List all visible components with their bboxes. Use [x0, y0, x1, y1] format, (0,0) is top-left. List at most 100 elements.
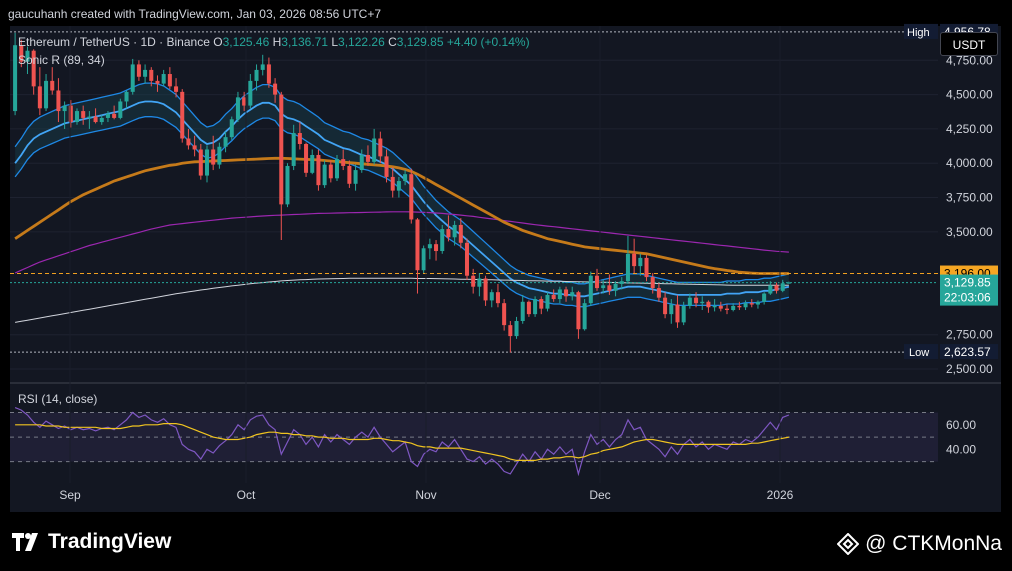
candle-body	[56, 90, 61, 112]
candle-body	[316, 154, 321, 186]
candle-body	[440, 229, 445, 252]
currency-button[interactable]: USDT	[940, 32, 998, 56]
candle-body	[545, 294, 550, 309]
low-tag-bg	[904, 344, 938, 360]
time-axis-label: Oct	[237, 488, 256, 502]
candle-body	[421, 248, 426, 271]
price-axis-label: 4,500.00	[946, 88, 993, 102]
countdown-text: 22:03:06	[944, 291, 991, 305]
candle-body	[564, 289, 569, 297]
candle-body	[25, 50, 30, 62]
candle-body	[768, 285, 773, 294]
price-axis-label: 2,750.00	[946, 328, 993, 342]
candle-body	[93, 116, 98, 123]
candle-body	[514, 321, 519, 337]
change-value: +4.40 (+0.14%)	[446, 35, 530, 49]
candle-body	[242, 97, 247, 106]
candle-body	[211, 149, 216, 165]
candle-body	[174, 86, 179, 92]
symbol-legend: Ethereum / TetherUS · 1D · Binance O3,12…	[18, 35, 530, 49]
candle-body	[570, 292, 575, 297]
low-value-text: 2,623.57	[944, 345, 991, 359]
time-axis-label: Sep	[59, 488, 81, 502]
candle-body	[180, 91, 185, 139]
sonic-indicator-label[interactable]: Sonic R (89, 34)	[18, 53, 105, 67]
price-axis-label: 3,500.00	[946, 225, 993, 239]
candle-body	[638, 257, 643, 267]
low-tag-text: Low	[909, 347, 929, 359]
candle-body	[731, 305, 736, 311]
candle-body	[99, 117, 104, 123]
last-price-tag	[940, 274, 998, 306]
candle-body	[359, 154, 364, 171]
candle-body	[452, 224, 457, 238]
author-watermark: @ CTKMonNa	[837, 532, 1002, 556]
candle-body	[743, 303, 748, 308]
candle-body	[508, 325, 513, 337]
sonic-mid-line	[14, 100, 790, 298]
ma200-line	[15, 277, 789, 323]
candle-body	[601, 285, 606, 289]
candle-body	[334, 159, 340, 179]
candle-body	[186, 138, 191, 146]
candle-body	[372, 138, 377, 162]
candle-body	[105, 113, 110, 118]
price-axis-label: 4,750.00	[946, 53, 993, 67]
candle-body	[613, 283, 618, 291]
time-axis-label: Dec	[589, 488, 610, 502]
candle-body	[130, 64, 135, 92]
candle-body	[124, 91, 129, 102]
time-axis-label: 2026	[767, 488, 794, 502]
candle-body	[204, 149, 210, 176]
candle-body	[464, 242, 470, 276]
watermark-text: @ CTKMonNa	[865, 532, 1002, 555]
symbol-name: Ethereum / TetherUS · 1D · Binance	[18, 35, 210, 49]
candle-body	[161, 74, 166, 84]
candle-body	[526, 301, 531, 315]
candle-body	[607, 285, 612, 291]
candle-body	[254, 69, 259, 81]
candle-body	[700, 301, 705, 304]
candle-body	[774, 285, 779, 291]
rsi-axis-label: 40.00	[946, 442, 976, 456]
sonic-lower-line	[14, 116, 790, 308]
candle-body	[291, 133, 296, 166]
rsi-ma-line	[15, 423, 790, 461]
credit-text: gaucuhanh created with TradingView.com, …	[8, 7, 382, 21]
candle-body	[266, 64, 271, 84]
low-value-bg	[940, 344, 998, 360]
candle-body	[118, 101, 123, 118]
candle-body	[755, 301, 760, 305]
candle-body	[198, 149, 203, 176]
candle-body	[409, 174, 414, 220]
high-value: 3,136.71	[281, 35, 329, 49]
low-value: 3,122.26	[338, 35, 385, 49]
footer	[0, 512, 1012, 571]
candle-body	[576, 292, 581, 330]
candle-body	[675, 304, 680, 323]
candle-body	[446, 229, 451, 238]
candle-body	[396, 181, 401, 191]
candle-body	[712, 305, 717, 308]
tradingview-logo-icon	[12, 533, 38, 551]
candle-body	[285, 165, 290, 205]
candle-body	[37, 86, 42, 109]
candle-body	[322, 164, 327, 186]
candle-body	[81, 111, 86, 118]
candle-body	[297, 133, 302, 144]
high-tag-bg	[904, 23, 938, 39]
candle-body	[273, 83, 278, 95]
candle-body	[644, 257, 649, 278]
candle-body	[718, 305, 723, 309]
rsi-indicator-label[interactable]: RSI (14, close)	[18, 392, 98, 406]
candle-body	[724, 308, 730, 311]
chart-panel[interactable]	[10, 26, 1001, 512]
candle-body	[471, 275, 476, 287]
candle-body	[136, 64, 141, 77]
candle-body	[687, 297, 692, 306]
candle-body	[415, 219, 420, 271]
sonic-upper-line	[14, 82, 790, 285]
price-axis-label: 3,750.00	[946, 191, 993, 205]
high-tag-text: High	[907, 27, 930, 39]
